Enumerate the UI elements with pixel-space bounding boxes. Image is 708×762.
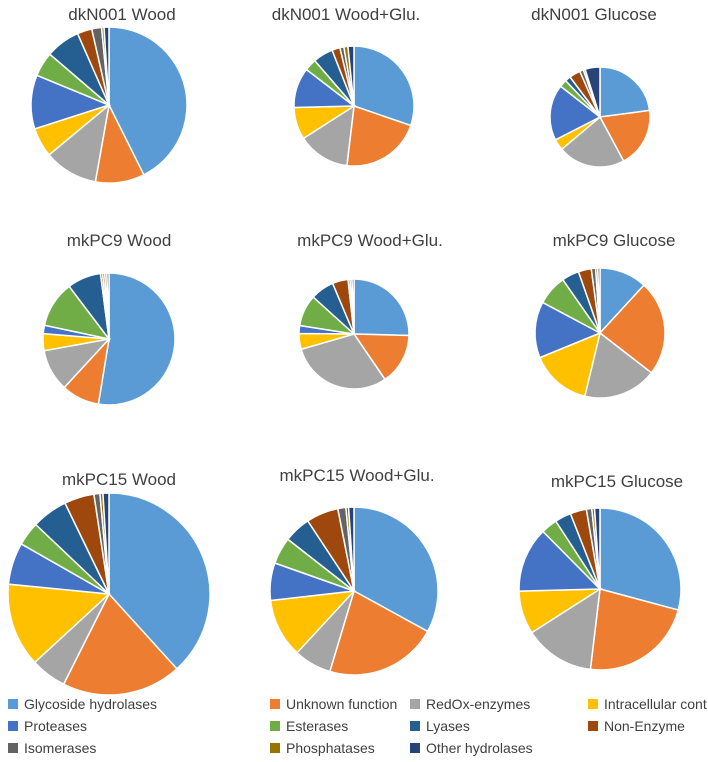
legend-item-esterases: Esterases: [270, 716, 348, 736]
pie-chart-dkn001-glucose: dkN001 Glucose: [531, 5, 657, 168]
pie-slice-glycoside-hydrolases: [108, 492, 211, 670]
pie-chart-mkpc15-wood: mkPC15 Wood: [7, 470, 211, 696]
legend-item-lyases: Lyases: [410, 716, 470, 736]
pie-slice-redox-enzymes: [302, 104, 355, 167]
pie-slice-unknown-function: [598, 109, 651, 163]
pie-slice-redox-enzymes: [583, 331, 653, 399]
legend-swatch: [8, 699, 18, 709]
pie-chart-title: dkN001 Glucose: [531, 5, 657, 24]
legend-item-intracellular-cont: Intracellular cont.: [588, 694, 708, 714]
pie-slice-redox-enzymes: [300, 333, 387, 390]
legend-swatch: [410, 699, 420, 709]
pie-chart-title: mkPC15 Wood+Glu.: [279, 466, 434, 485]
pie-slice-unknown-function: [598, 284, 666, 374]
pie-slice-unknown-function: [346, 104, 412, 167]
pie-slice-unknown-function: [62, 592, 178, 696]
pie-slice-other-hydrolases: [102, 492, 110, 595]
pie-slice-glycoside-hydrolases: [97, 272, 176, 406]
legend-item-proteases: Proteases: [8, 716, 87, 736]
legend-label: Intracellular cont.: [604, 696, 708, 712]
legend-swatch: [588, 721, 598, 731]
pie-slice-other-hydrolases: [351, 278, 355, 335]
pie-slice-proteases: [518, 530, 602, 592]
pie-chart-title: mkPC15 Wood: [62, 470, 176, 489]
pie-slice-redox-enzymes: [560, 115, 625, 168]
pie-slice-other-hydrolases: [584, 66, 601, 118]
legend-label: Unknown function: [286, 696, 398, 712]
legend-label: Proteases: [24, 718, 88, 734]
pie-chart-mkpc15-wood-glu: mkPC15 Wood+Glu.: [269, 466, 439, 676]
pie-slice-glycoside-hydrolases: [353, 45, 415, 127]
legend-item-non-enzyme: Non-Enzyme: [588, 716, 685, 736]
legend-label: Esterases: [286, 718, 349, 734]
legend-swatch: [270, 743, 280, 753]
pie-slice-unknown-function: [328, 589, 429, 676]
legend-item-glycoside-hydrolases: Glycoside hydrolases: [8, 694, 157, 714]
legend-item-phosphatases: Phosphatases: [270, 738, 375, 758]
pie-slice-intracellular-cont: [7, 583, 111, 664]
legend-item-other-hydrolases: Other hydrolases: [410, 738, 533, 758]
legend-item-unknown-function: Unknown function: [270, 694, 397, 714]
legend-label: Non-Enzyme: [604, 718, 685, 734]
pie-chart-mkpc15-glucose: mkPC15 Glucose: [518, 472, 683, 671]
legend-label: Phosphatases: [286, 740, 375, 756]
pie-slice-glycoside-hydrolases: [353, 506, 439, 633]
pie-chart-mkpc9-wood: mkPC9 Wood: [42, 231, 176, 406]
pie-chart-title: mkPC9 Wood+Glu.: [297, 231, 443, 250]
pie-slice-proteases: [549, 85, 602, 141]
pie-slice-glycoside-hydrolases: [599, 507, 682, 611]
pie-chart-title: mkPC9 Wood: [67, 231, 172, 250]
legend-swatch: [8, 721, 18, 731]
legend-label: Other hydrolases: [426, 740, 533, 756]
pie-chart-dkn001-wood: dkN001 Wood: [30, 5, 188, 184]
legend-label: Lyases: [426, 718, 470, 734]
legend-label: Isomerases: [24, 740, 97, 756]
pie-slice-unknown-function: [352, 333, 410, 381]
pie-slice-glycoside-hydrolases: [599, 66, 651, 118]
pie-chart-title: dkN001 Wood+Glu.: [272, 5, 421, 24]
pie-slice-other-hydrolases: [593, 507, 601, 590]
pie-slice-other-hydrolases: [597, 267, 601, 334]
pie-chart-dkn001-wood-glu: dkN001 Wood+Glu.: [272, 5, 421, 167]
legend-swatch: [270, 699, 280, 709]
legend-label: Glycoside hydrolases: [24, 696, 158, 712]
legend-item-isomerases: Isomerases: [8, 738, 96, 758]
legend-swatch: [410, 743, 420, 753]
pie-chart-title: dkN001 Wood: [68, 5, 175, 24]
legend-swatch: [8, 743, 18, 753]
pie-chart-mkpc9-wood-glu: mkPC9 Wood+Glu.: [297, 231, 443, 390]
pie-chart-mkpc9-glucose: mkPC9 Glucose: [534, 231, 676, 399]
pie-slice-other-hydrolases: [103, 26, 110, 106]
pie-slice-other-hydrolases: [106, 272, 110, 340]
legend-label: RedOx-enzymes: [426, 696, 531, 712]
pie-chart-title: mkPC15 Glucose: [551, 472, 683, 491]
pie-slice-glycoside-hydrolases: [108, 26, 188, 176]
pie-slice-unknown-function: [589, 588, 680, 671]
pie-chart-title: mkPC9 Glucose: [553, 231, 676, 250]
pie-slice-intracellular-cont: [538, 331, 602, 398]
pie-slice-glycoside-hydrolases: [353, 278, 410, 337]
chart-legend: Glycoside hydrolases Unknown function RedO…: [8, 694, 708, 760]
pie-slice-other-hydrolases: [347, 45, 355, 107]
legend-swatch: [588, 699, 598, 709]
legend-swatch: [410, 721, 420, 731]
pie-slice-proteases: [534, 301, 602, 359]
pie-slice-other-hydrolases: [347, 506, 355, 592]
legend-swatch: [270, 721, 280, 731]
pie-slice-redox-enzymes: [530, 587, 601, 671]
legend-item-redox-enzymes: RedOx-enzymes: [410, 694, 530, 714]
